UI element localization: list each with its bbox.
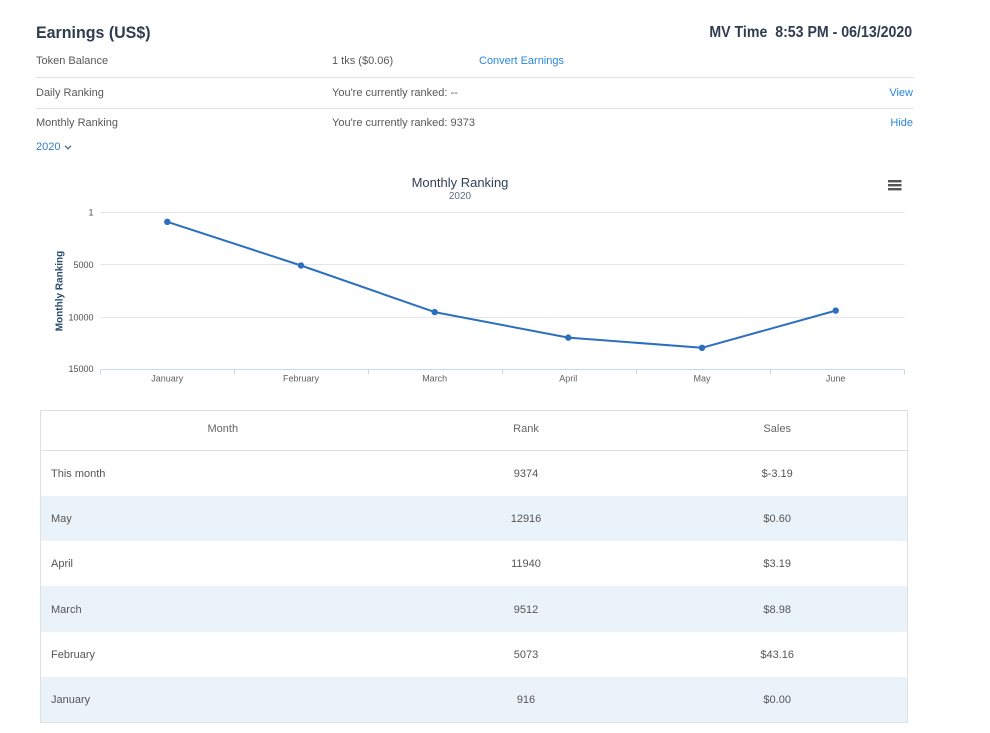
svg-text:Monthly Ranking: Monthly Ranking (412, 175, 509, 190)
svg-text:5000: 5000 (73, 260, 93, 270)
svg-text:January: January (151, 373, 184, 383)
svg-text:April: April (559, 373, 577, 383)
svg-text:2020: 2020 (449, 191, 472, 202)
svg-text:15000: 15000 (68, 364, 93, 374)
svg-text:February: February (283, 373, 320, 383)
svg-text:March: March (422, 373, 447, 383)
svg-text:1: 1 (88, 208, 93, 218)
svg-text:Monthly Ranking: Monthly Ranking (54, 251, 65, 332)
svg-text:June: June (826, 373, 846, 383)
svg-text:May: May (693, 373, 711, 383)
svg-text:10000: 10000 (68, 313, 93, 323)
